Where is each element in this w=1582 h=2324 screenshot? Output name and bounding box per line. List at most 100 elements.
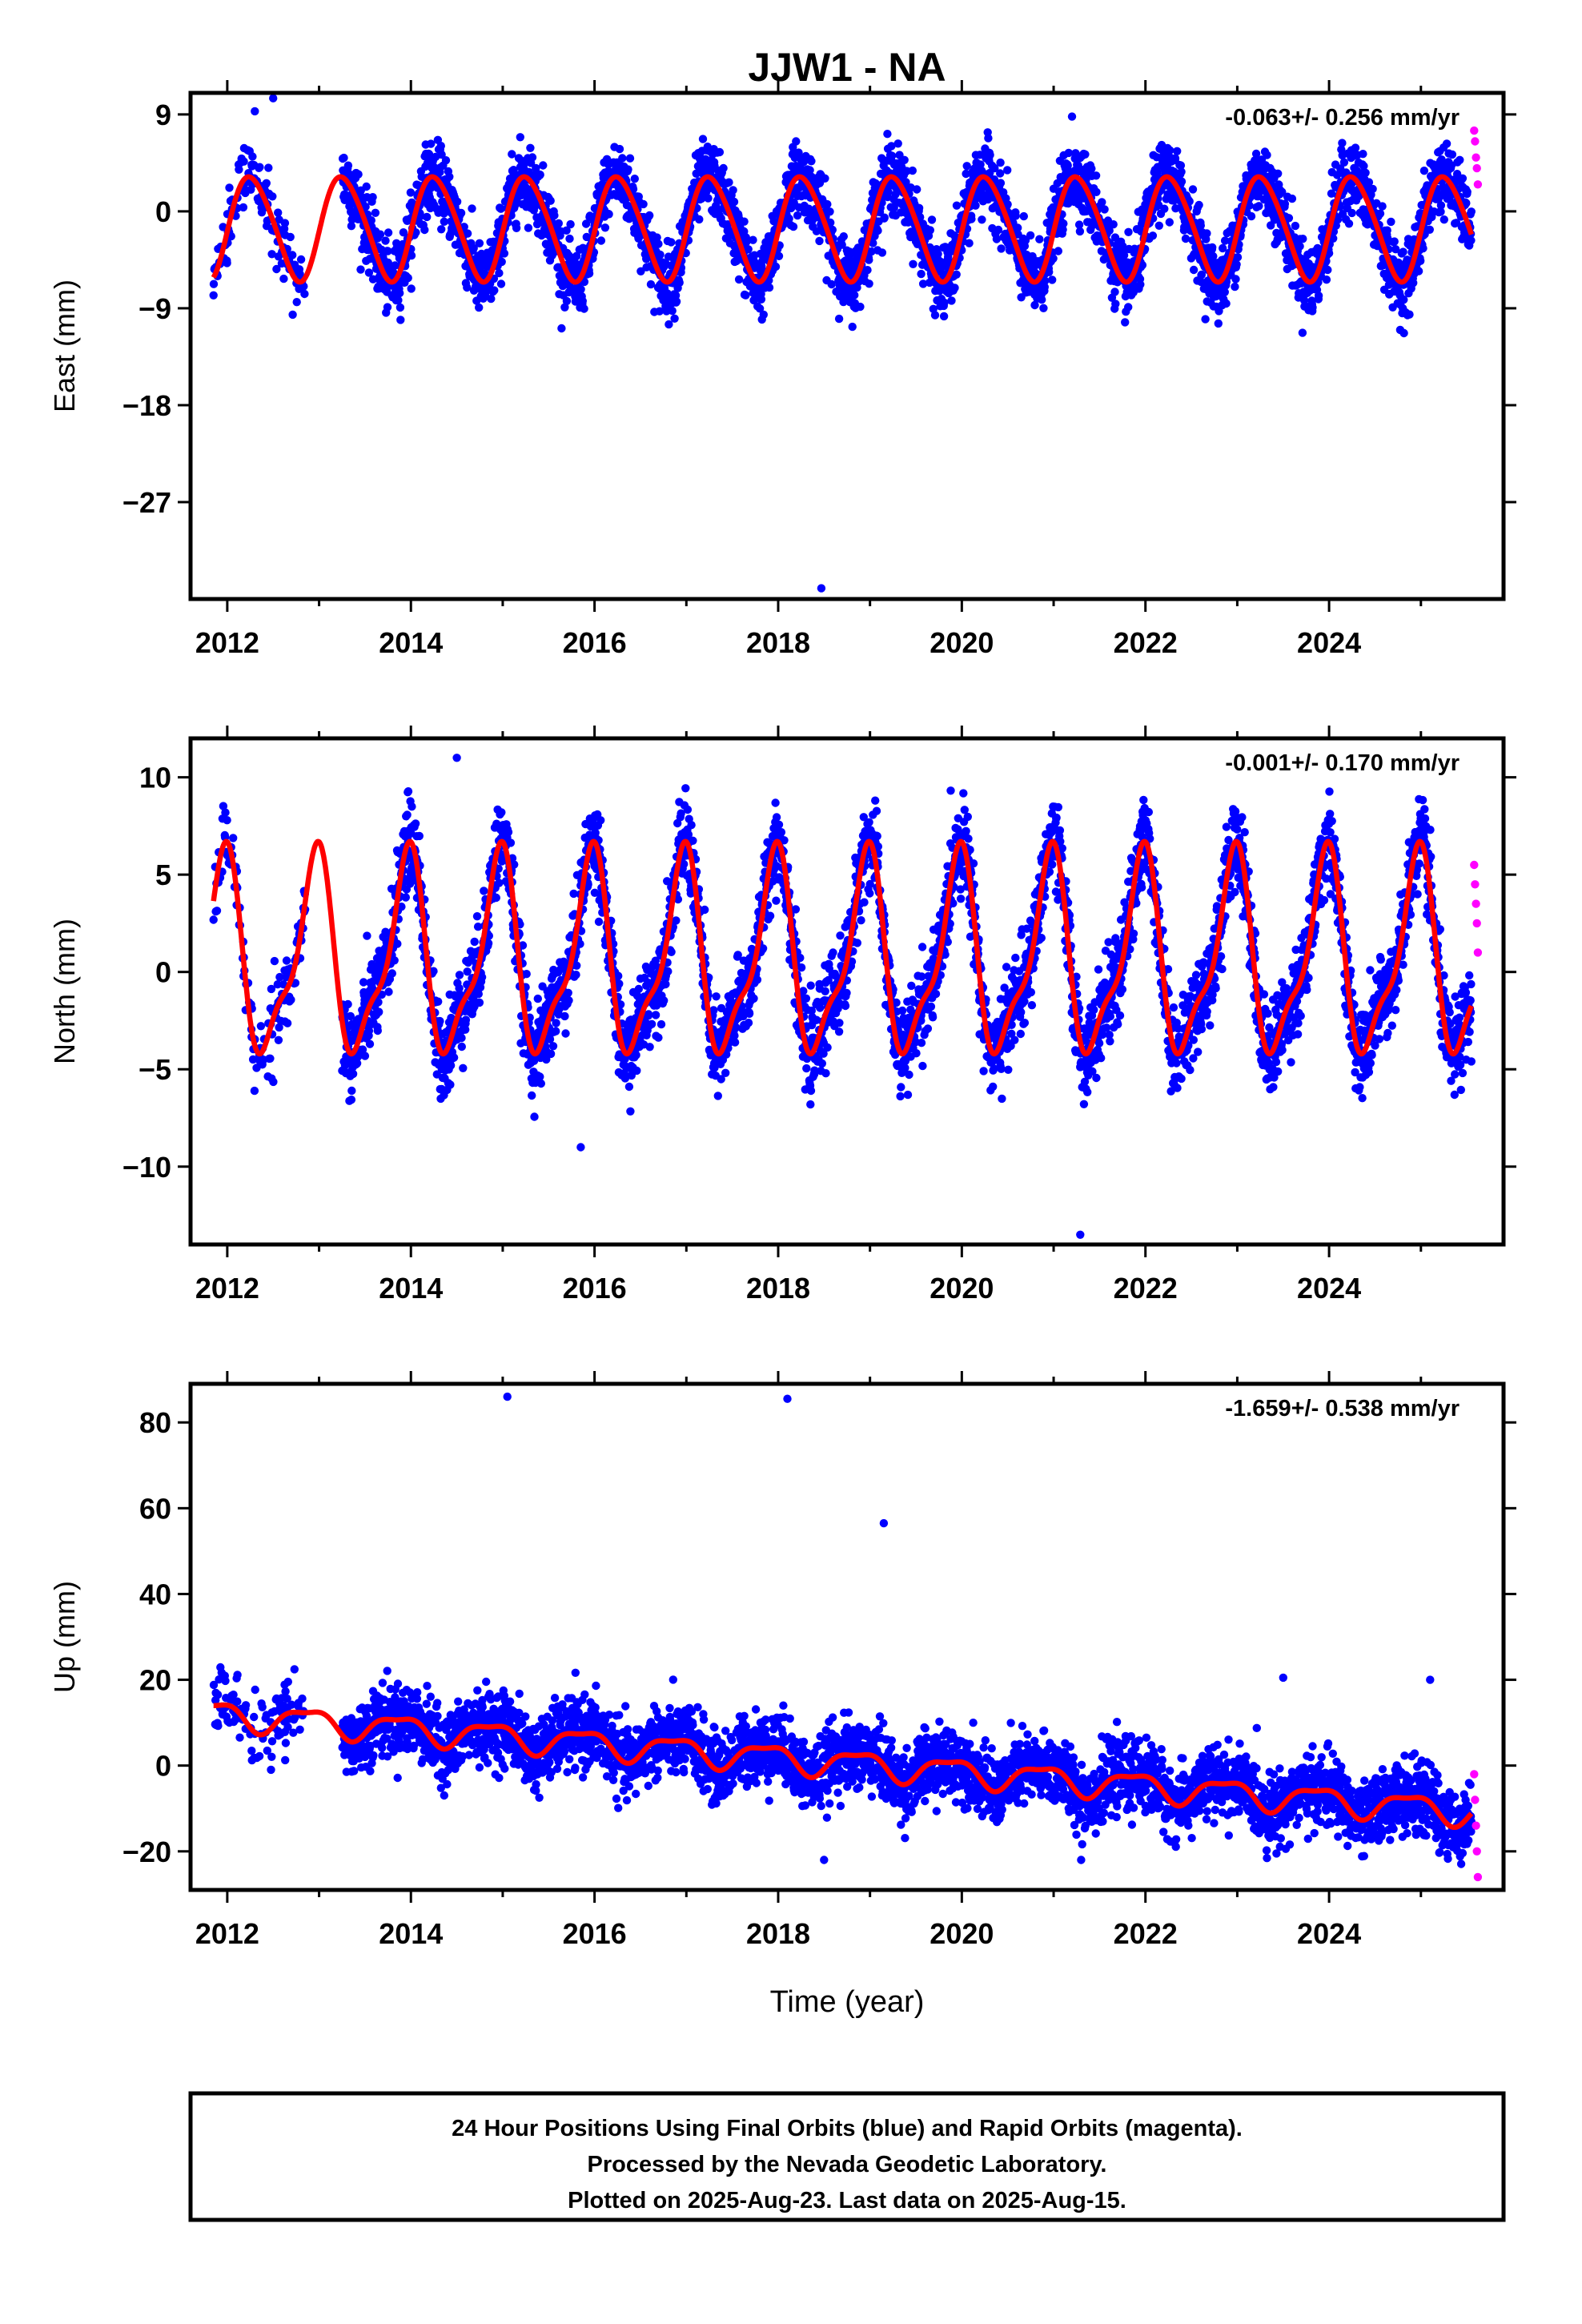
data-point-final — [1416, 256, 1425, 265]
data-point-final — [1197, 270, 1207, 279]
data-point-final — [1003, 200, 1012, 209]
data-point-final — [407, 284, 416, 293]
data-point-final — [375, 230, 385, 239]
data-point-final — [375, 1007, 383, 1016]
data-point-final — [826, 218, 835, 227]
data-point-final — [1439, 215, 1449, 224]
data-point-final — [1247, 211, 1256, 221]
data-point-final — [978, 215, 986, 224]
data-point-final — [1338, 139, 1347, 147]
data-point-final — [1049, 254, 1058, 263]
data-point-final — [1251, 149, 1261, 159]
series-points — [209, 94, 1483, 593]
data-point-final — [837, 240, 846, 249]
data-point-final — [1233, 253, 1243, 262]
data-point-final — [1383, 226, 1391, 235]
data-point-final — [1425, 225, 1435, 234]
data-point-final — [759, 310, 768, 320]
data-point-final — [440, 209, 448, 218]
data-point-final — [656, 250, 665, 259]
data-point-final — [1323, 265, 1332, 275]
data-point-final — [223, 259, 231, 267]
data-point-final — [496, 204, 505, 213]
data-point-final — [209, 915, 218, 924]
data-point-final — [869, 239, 877, 247]
data-point-final — [404, 273, 412, 283]
data-point-final — [1467, 236, 1476, 245]
data-point-final — [670, 314, 679, 323]
data-point-final — [557, 324, 566, 333]
data-point-final — [255, 163, 264, 171]
data-point-final — [990, 163, 999, 173]
data-point-final — [1176, 161, 1186, 170]
data-point-outlier — [1067, 112, 1077, 121]
data-point-final — [384, 987, 393, 996]
data-point-final — [280, 219, 290, 227]
data-point-final — [672, 297, 681, 306]
data-point-final — [212, 907, 222, 915]
data-point-final — [1177, 167, 1186, 176]
data-point-final — [343, 999, 352, 1009]
data-point-final — [976, 160, 985, 169]
data-point-final — [1045, 267, 1054, 276]
data-point-final — [665, 320, 673, 329]
data-point-final — [1399, 328, 1408, 338]
data-point-final — [381, 236, 390, 245]
data-point-final — [630, 175, 639, 183]
data-point-rapid — [1470, 126, 1479, 135]
data-point-final — [500, 249, 509, 258]
data-point-final — [1456, 155, 1464, 164]
data-point-final — [373, 1026, 382, 1035]
data-point-final — [272, 264, 281, 274]
data-point-final — [1361, 168, 1370, 177]
data-point-final — [536, 1079, 545, 1088]
data-point-final — [530, 1112, 539, 1121]
data-point-final — [560, 303, 569, 312]
data-point-final — [1409, 279, 1418, 287]
data-point-final — [996, 169, 1005, 178]
data-point-final — [1280, 199, 1290, 208]
data-point-final — [880, 213, 889, 222]
data-point-final — [793, 211, 802, 220]
data-point-final — [415, 831, 424, 841]
data-point-final — [420, 225, 429, 235]
data-point-final — [794, 148, 803, 157]
data-point-outlier — [251, 107, 259, 116]
data-point-final — [654, 239, 663, 248]
data-point-final — [367, 216, 375, 225]
data-point-final — [406, 188, 416, 197]
data-point-rapid — [1471, 137, 1480, 146]
data-point-final — [628, 184, 638, 194]
data-point-final — [729, 186, 737, 195]
data-point-final — [967, 215, 976, 223]
data-point-final — [1081, 150, 1090, 159]
data-point-final — [774, 251, 784, 260]
data-point-final — [887, 142, 896, 151]
x-tick-label: 2012 — [195, 626, 259, 659]
data-point-final — [487, 294, 496, 304]
data-point-final — [741, 291, 750, 300]
data-point-final — [929, 304, 938, 313]
data-point-final — [729, 197, 739, 207]
data-point-final — [506, 838, 516, 847]
data-point-final — [1222, 299, 1231, 308]
data-point-final — [393, 939, 402, 948]
data-point-final — [986, 151, 994, 159]
data-point-final — [300, 289, 309, 299]
data-point-final — [1284, 214, 1294, 223]
data-point-final — [834, 314, 844, 324]
data-point-final — [416, 211, 425, 221]
data-point-final — [1442, 139, 1452, 148]
data-point-final — [269, 1077, 278, 1087]
data-point-final — [256, 1022, 266, 1031]
data-point-final — [785, 214, 793, 223]
data-point-final — [719, 163, 728, 173]
data-point-final — [1039, 304, 1048, 312]
data-point-final — [1263, 151, 1271, 159]
data-point-final — [1124, 303, 1133, 312]
data-point-final — [792, 137, 801, 146]
data-point-final — [1458, 174, 1468, 183]
data-point-final — [996, 158, 1005, 167]
data-point-final — [893, 139, 902, 148]
data-point-final — [624, 215, 634, 223]
